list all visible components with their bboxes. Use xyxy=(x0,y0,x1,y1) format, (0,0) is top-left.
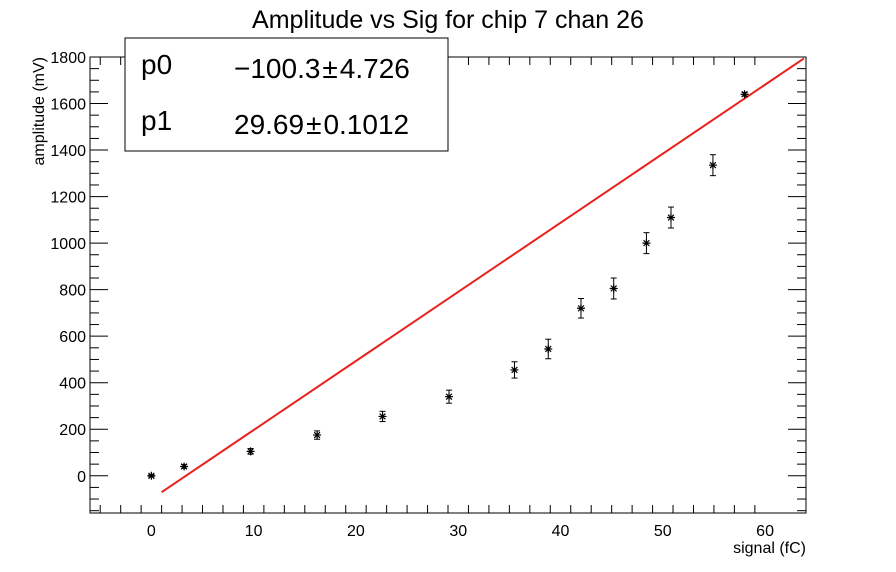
star-marker xyxy=(180,462,189,471)
y-axis: 0 200 400 600 800 1000 1200 1400 1600 1800 xyxy=(50,50,806,512)
star-marker xyxy=(609,284,618,293)
fit-param-p1-name: p1 xyxy=(141,105,172,136)
data-point xyxy=(544,338,553,360)
data-point xyxy=(378,410,387,423)
y-tick-label: 400 xyxy=(59,376,86,393)
star-marker xyxy=(708,161,717,170)
y-axis-label: amplitude (mV) xyxy=(31,57,48,165)
star-marker xyxy=(510,365,519,374)
star-marker xyxy=(666,213,675,222)
star-marker xyxy=(378,412,387,421)
y-tick-label: 600 xyxy=(59,329,86,346)
fit-layer xyxy=(161,57,805,494)
data-point xyxy=(666,206,675,229)
y-tick-label: 1000 xyxy=(50,236,86,253)
y-tick-label: 800 xyxy=(59,283,86,300)
fit-line xyxy=(161,57,805,494)
x-tick-label: 60 xyxy=(756,523,774,540)
data-point xyxy=(180,462,189,471)
x-tick-label: 0 xyxy=(147,523,156,540)
data-point xyxy=(246,447,255,456)
x-tick-label: 50 xyxy=(654,523,672,540)
star-marker xyxy=(740,90,749,99)
data-point xyxy=(313,430,322,440)
chart-title: Amplitude vs Sig for chip 7 chan 26 xyxy=(252,6,644,34)
star-marker xyxy=(246,447,255,456)
star-marker xyxy=(147,471,156,480)
star-marker xyxy=(544,344,553,353)
fit-param-p0-value: −100.3±4.726 xyxy=(234,53,410,84)
star-marker xyxy=(576,304,585,313)
y-tick-label: 200 xyxy=(59,422,86,439)
x-tick-label: 40 xyxy=(552,523,570,540)
x-axis-label: signal (fC) xyxy=(733,540,806,557)
fit-param-p0-name: p0 xyxy=(141,49,172,80)
y-tick-label: 1600 xyxy=(50,97,86,114)
star-marker xyxy=(445,392,454,401)
star-marker xyxy=(313,431,322,440)
fit-param-p1-value: 29.69±0.1012 xyxy=(234,109,409,140)
fit-stats-box: p0 −100.3±4.726 p1 29.69±0.1012 xyxy=(124,37,449,152)
y-tick-label: 1800 xyxy=(50,50,86,67)
star-marker xyxy=(642,239,651,248)
data-points xyxy=(147,90,749,480)
data-point xyxy=(510,361,519,379)
data-point xyxy=(576,297,585,319)
x-tick-label: 30 xyxy=(449,523,467,540)
x-tick-label: 20 xyxy=(347,523,365,540)
data-point xyxy=(445,389,454,404)
y-tick-label: 1200 xyxy=(50,190,86,207)
data-point xyxy=(708,154,717,177)
data-point xyxy=(642,232,651,255)
x-tick-label: 10 xyxy=(245,523,263,540)
y-tick-label: 1400 xyxy=(50,143,86,160)
data-point xyxy=(609,277,618,300)
y-tick-label: 0 xyxy=(77,469,86,486)
data-point xyxy=(740,90,749,99)
data-point xyxy=(147,471,156,480)
